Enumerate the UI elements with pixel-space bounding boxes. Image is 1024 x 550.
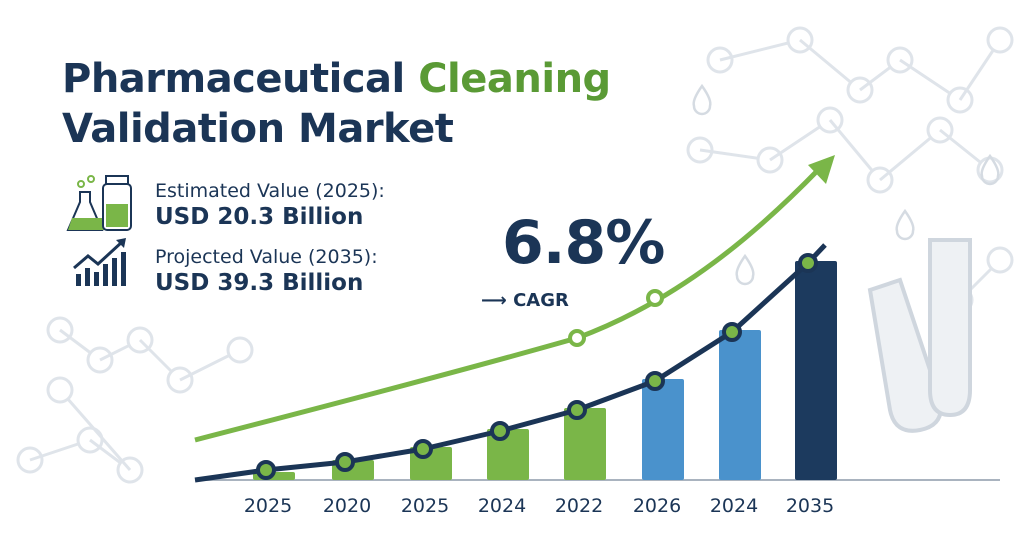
page-title: Pharmaceutical Cleaning Validation Marke…	[62, 54, 611, 154]
title-part3: Validation Market	[62, 106, 454, 152]
x-tick-label: 2024	[710, 495, 758, 517]
projected-value-stat: Projected Value (2035): USD 39.3 Billion	[155, 246, 378, 296]
bar-6	[719, 330, 761, 480]
estimated-value: USD 20.3 Billion	[155, 204, 364, 230]
molecule-bond	[58, 389, 132, 471]
green-arrow-head-icon	[808, 155, 835, 184]
x-tick-label: 2025	[401, 495, 449, 517]
bar-7	[795, 261, 837, 480]
bar-5	[642, 379, 684, 480]
bar-chart-growth-icon	[73, 238, 126, 286]
green-trend-marker	[568, 329, 586, 347]
molecule-atom	[226, 336, 254, 364]
trend-marker	[490, 421, 510, 441]
title-part1: Pharmaceutical	[62, 56, 405, 102]
bar-4	[564, 408, 606, 480]
green-trend-marker	[646, 289, 664, 307]
projected-value: USD 39.3 Billion	[155, 270, 364, 296]
droplet-icon	[895, 208, 915, 241]
x-tick-label: 2024	[478, 495, 526, 517]
trend-marker	[413, 439, 433, 459]
trend-marker	[567, 400, 587, 420]
trend-marker	[722, 322, 742, 342]
cagr-label: ⟶ CAGR	[481, 290, 569, 311]
arrow-right-icon: ⟶	[481, 290, 507, 311]
x-tick-label: 2022	[555, 495, 603, 517]
cagr-text: CAGR	[513, 290, 569, 311]
flask-and-jar-icon	[66, 175, 132, 286]
droplet-icon	[735, 253, 755, 286]
trend-marker	[335, 452, 355, 472]
x-tick-label: 2026	[633, 495, 681, 517]
estimated-value-stat: Estimated Value (2025): USD 20.3 Billion	[155, 180, 385, 230]
trend-marker	[256, 460, 276, 480]
x-tick-label: 2020	[323, 495, 371, 517]
trend-marker	[645, 371, 665, 391]
cagr-value: 6.8%	[502, 208, 665, 278]
bar-3	[487, 429, 529, 480]
title-accent: Cleaning	[418, 56, 611, 102]
projected-value-label: Projected Value (2035):	[155, 246, 378, 268]
x-tick-label: 2035	[786, 495, 834, 517]
x-tick-label: 2025	[244, 495, 292, 517]
molecule-atom	[986, 26, 1014, 54]
trend-marker	[798, 253, 818, 273]
estimated-value-label: Estimated Value (2025):	[155, 180, 385, 202]
trend-line	[194, 243, 827, 483]
molecule-atom	[986, 246, 1014, 274]
test-tube-icon	[928, 238, 972, 418]
molecule-bond	[719, 38, 801, 62]
droplet-icon	[692, 83, 712, 116]
molecule-atom	[46, 376, 74, 404]
droplet-icon	[980, 153, 1000, 186]
